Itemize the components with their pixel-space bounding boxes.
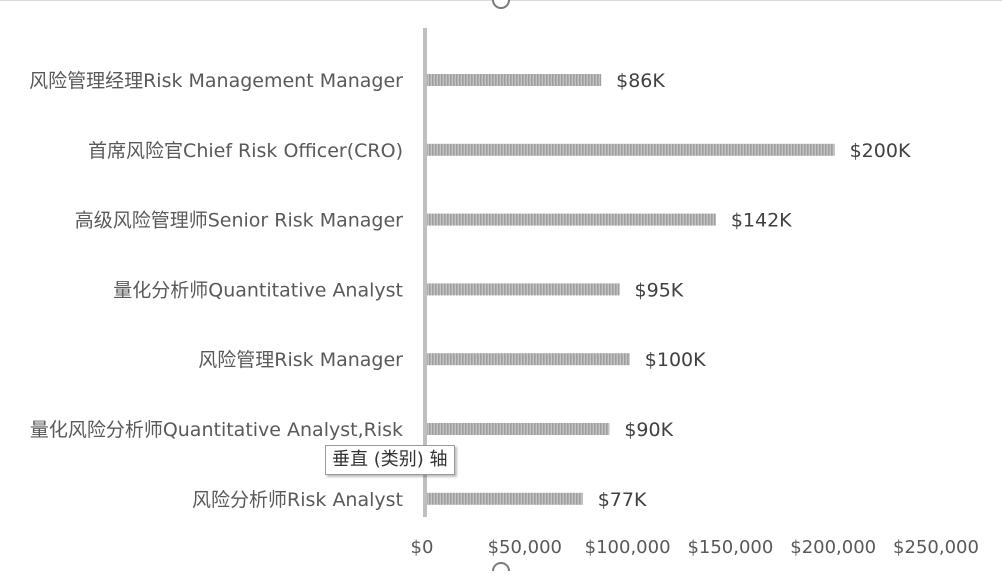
bar-1[interactable] (425, 143, 835, 156)
category-label-2: 高级风险管理师Senior Risk Manager (75, 210, 403, 232)
x-tick-label-1: $50,000 (488, 537, 562, 558)
category-labels: 风险管理经理Risk Management Manager 首席风险官Chief … (29, 70, 403, 511)
data-label-0: $86K (616, 70, 665, 92)
top-resize-handle[interactable] (492, 0, 510, 9)
bar-6[interactable] (425, 492, 583, 505)
category-label-6: 风险分析师Risk Analyst (192, 489, 403, 511)
x-tick-label-2: $100,000 (585, 537, 671, 558)
x-tick-label-5: $250,000 (893, 537, 979, 558)
x-axis-tick-labels: $0 $50,000 $100,000 $150,000 $200,000 $250,00… (411, 537, 979, 558)
axis-tooltip: 垂直 (类别) 轴 (325, 445, 455, 475)
x-tick-label-3: $150,000 (687, 537, 773, 558)
data-label-5: $90K (624, 419, 673, 441)
bottom-resize-handle[interactable] (492, 562, 510, 572)
data-label-6: $77K (598, 489, 647, 511)
category-label-3: 量化分析师Quantitative Analyst (113, 279, 403, 301)
category-label-0: 风险管理经理Risk Management Manager (29, 70, 403, 92)
bar-4[interactable] (425, 353, 630, 366)
x-tick-label-0: $0 (411, 537, 434, 558)
bar-0[interactable] (425, 74, 602, 86)
data-label-2: $142K (731, 210, 792, 232)
data-label-1: $200K (850, 140, 911, 162)
bar-5[interactable] (425, 423, 610, 435)
data-label-3: $95K (635, 279, 684, 301)
bar-2[interactable] (425, 213, 716, 226)
category-label-1: 首席风险官Chief Risk Officer(CRO) (88, 140, 403, 162)
bar-3[interactable] (425, 283, 620, 296)
data-label-4: $100K (645, 349, 706, 371)
bars-layer (425, 74, 835, 505)
data-labels: $86K $200K $142K $95K $100K $90K $77K (598, 70, 911, 511)
x-tick-label-4: $200,000 (790, 537, 876, 558)
category-label-4: 风险管理Risk Manager (198, 349, 403, 371)
category-label-5: 量化风险分析师Quantitative Analyst,Risk (30, 419, 403, 441)
